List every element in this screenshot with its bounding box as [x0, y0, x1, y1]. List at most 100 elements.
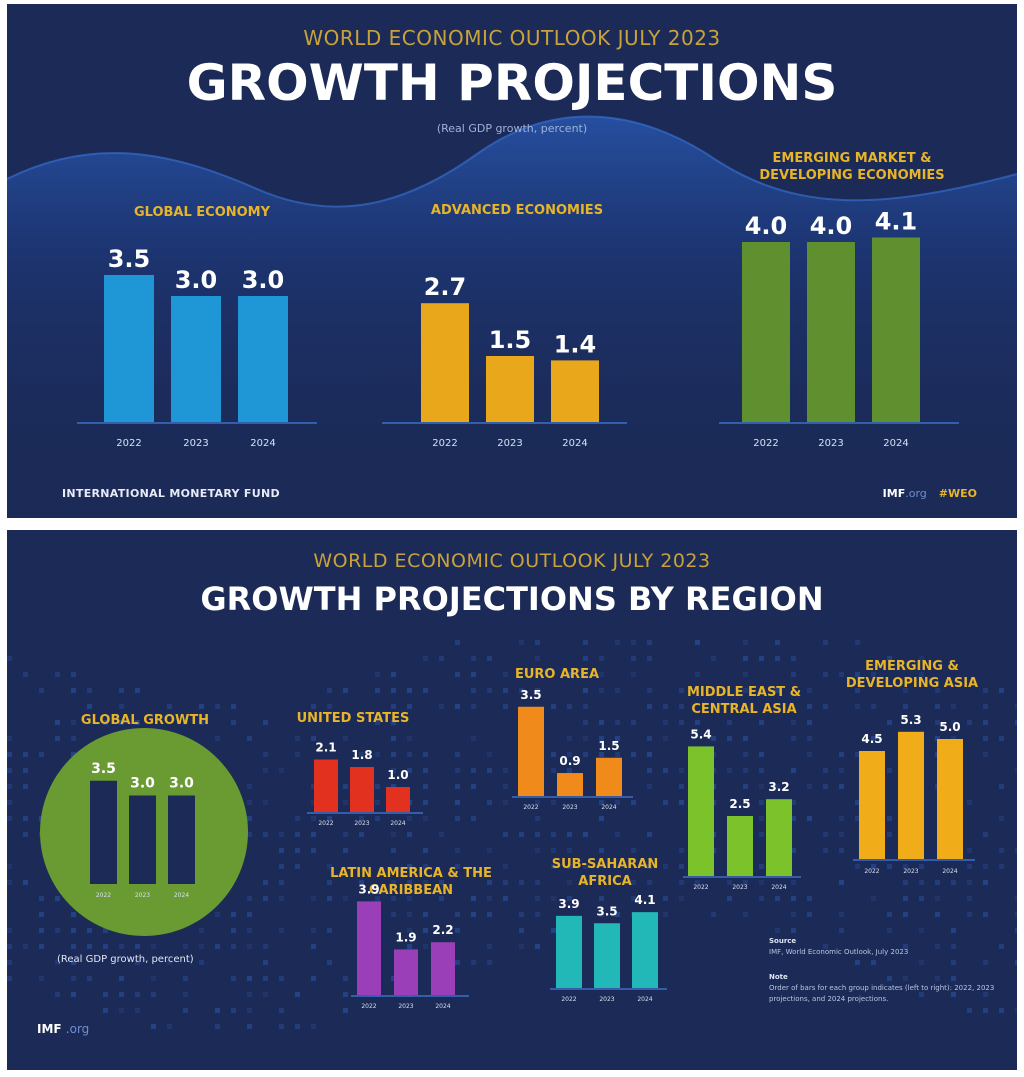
map-dot — [663, 864, 668, 869]
map-dot — [615, 736, 620, 741]
map-dot — [743, 672, 748, 677]
map-dot — [503, 880, 508, 885]
map-dot — [583, 880, 588, 885]
euro-area-bar-2024 — [596, 757, 622, 796]
map-dot — [599, 720, 604, 725]
map-dot — [551, 800, 556, 805]
map-dot — [247, 912, 252, 917]
map-dot — [887, 832, 892, 837]
map-dot — [135, 960, 140, 965]
map-dot — [135, 688, 140, 693]
united-states-chart: UNITED STATES 2.1 2022 1.8 2023 1.0 2024 — [297, 711, 423, 827]
map-dot — [535, 912, 540, 917]
source-text: IMF, World Economic Outlook, July 2023 — [769, 948, 909, 956]
map-dot — [919, 960, 924, 965]
map-dot — [343, 976, 348, 981]
map-dot — [151, 976, 156, 981]
map-dot — [759, 832, 764, 837]
map-dot — [359, 816, 364, 821]
map-dot — [455, 800, 460, 805]
map-dot — [663, 720, 668, 725]
map-dot — [39, 688, 44, 693]
map-dot — [135, 1008, 140, 1013]
regional-bar-charts: GLOBAL GROWTH3.520223.020233.02024UNITED… — [40, 659, 978, 1010]
map-dot — [247, 816, 252, 821]
map-dot — [135, 720, 140, 725]
emerging-market-developing-economies-year-label: 2024 — [883, 438, 908, 449]
map-dot — [247, 928, 252, 933]
map-dot — [295, 832, 300, 837]
map-dot — [983, 736, 988, 741]
map-dot — [583, 688, 588, 693]
map-dot — [471, 656, 476, 661]
map-dot — [663, 896, 668, 901]
map-dot — [535, 944, 540, 949]
map-dot — [807, 688, 812, 693]
emerging-developing-asia-value-label: 4.5 — [861, 732, 882, 746]
united-states-year-label: 2022 — [318, 820, 333, 827]
map-dot — [247, 800, 252, 805]
middle-east-central-asia-year-label: 2023 — [732, 884, 747, 891]
map-dot — [999, 688, 1004, 693]
global-economy-bar-2024 — [238, 296, 288, 422]
map-dot — [679, 704, 684, 709]
map-dot — [55, 736, 60, 741]
map-dot — [551, 848, 556, 853]
map-dot — [791, 816, 796, 821]
map-dot — [487, 960, 492, 965]
map-dot — [343, 992, 348, 997]
source-note: Source IMF, World Economic Outlook, July… — [769, 930, 999, 1005]
united-states-value-label: 2.1 — [315, 741, 336, 755]
map-dot — [199, 928, 204, 933]
map-dot — [791, 768, 796, 773]
map-dot — [551, 768, 556, 773]
map-dot — [455, 640, 460, 645]
map-dot — [375, 896, 380, 901]
map-dot — [679, 800, 684, 805]
map-dot — [647, 752, 652, 757]
map-dot — [647, 784, 652, 789]
source-heading: Source — [769, 937, 797, 945]
map-dot — [279, 864, 284, 869]
map-dot — [487, 896, 492, 901]
map-dot — [1015, 928, 1017, 933]
map-dot — [391, 768, 396, 773]
map-dot — [71, 720, 76, 725]
map-dot — [487, 800, 492, 805]
map-dot — [7, 976, 12, 981]
map-dot — [87, 944, 92, 949]
map-dot — [983, 752, 988, 757]
global-growth-value-label: 3.5 — [91, 761, 116, 777]
map-dot — [775, 688, 780, 693]
sub-saharan-africa-title: SUB-SAHARAN — [552, 857, 659, 872]
map-dot — [583, 864, 588, 869]
weo-hashtag: #WEO — [938, 487, 977, 500]
emerging-market-developing-economies-title: DEVELOPING ECONOMIES — [759, 168, 944, 183]
map-dot — [711, 736, 716, 741]
map-dot — [599, 800, 604, 805]
map-dot — [951, 992, 956, 997]
map-dot — [839, 832, 844, 837]
map-dot — [231, 1008, 236, 1013]
map-dot — [23, 816, 28, 821]
map-dot — [1015, 912, 1017, 917]
map-dot — [423, 800, 428, 805]
map-dot — [7, 816, 12, 821]
map-dot — [759, 656, 764, 661]
map-dot — [631, 880, 636, 885]
map-dot — [743, 752, 748, 757]
map-dot — [279, 976, 284, 981]
middle-east-central-asia-chart: MIDDLE EAST & CENTRAL ASIA 5.4 2022 2.5 2023 3… — [683, 685, 801, 891]
map-dot — [359, 832, 364, 837]
sub-saharan-africa-value-label: 3.5 — [596, 904, 617, 918]
map-dot — [391, 832, 396, 837]
map-dot — [711, 704, 716, 709]
map-dot — [183, 1008, 188, 1013]
emerging-developing-asia-title: DEVELOPING ASIA — [846, 676, 978, 691]
map-dot — [855, 800, 860, 805]
map-dot — [999, 784, 1004, 789]
map-dot — [1015, 896, 1017, 901]
map-dot — [183, 720, 188, 725]
map-dot — [55, 992, 60, 997]
map-dot — [23, 768, 28, 773]
